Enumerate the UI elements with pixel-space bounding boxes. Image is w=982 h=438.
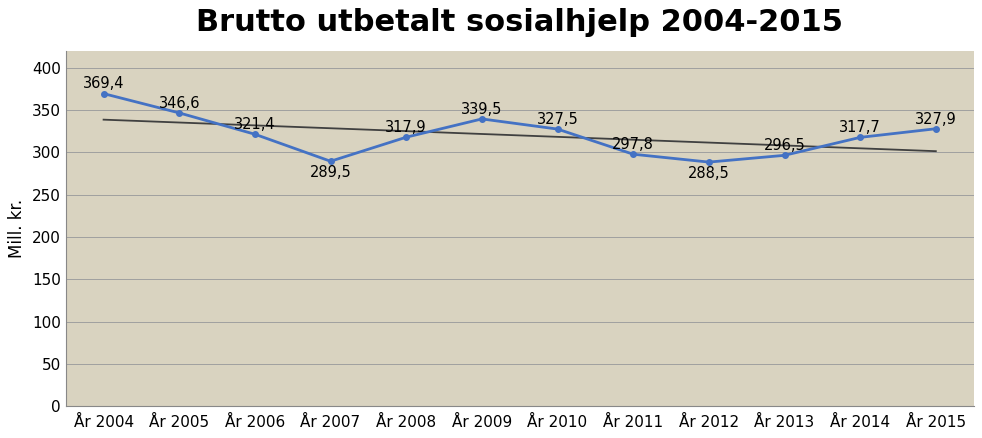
Y-axis label: Mill. kr.: Mill. kr. (8, 199, 27, 258)
Text: 289,5: 289,5 (309, 165, 352, 180)
Text: 339,5: 339,5 (462, 102, 503, 117)
Text: 346,6: 346,6 (158, 96, 200, 111)
Text: 317,9: 317,9 (385, 120, 427, 135)
Text: 369,4: 369,4 (82, 77, 125, 92)
Text: 327,5: 327,5 (537, 112, 578, 127)
Text: 317,7: 317,7 (840, 120, 881, 135)
Title: Brutto utbetalt sosialhjelp 2004-2015: Brutto utbetalt sosialhjelp 2004-2015 (196, 8, 844, 37)
Text: 288,5: 288,5 (688, 166, 730, 181)
Text: 321,4: 321,4 (234, 117, 276, 132)
Text: 296,5: 296,5 (764, 138, 805, 153)
Text: 297,8: 297,8 (612, 137, 654, 152)
Text: 327,9: 327,9 (915, 112, 956, 127)
